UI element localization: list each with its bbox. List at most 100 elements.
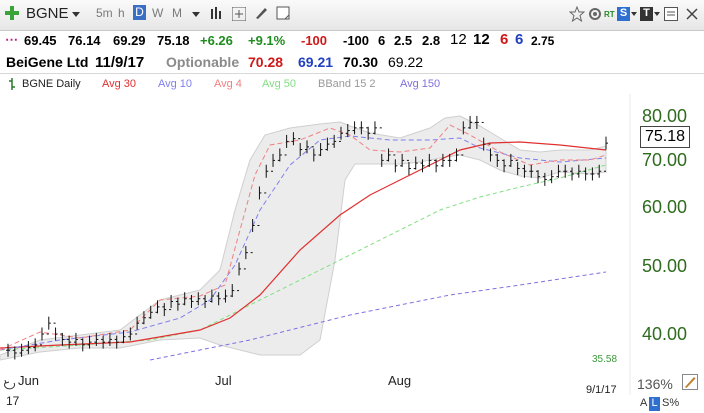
price-bar — [237, 262, 242, 292]
note-icon[interactable] — [276, 6, 290, 20]
timeframe-dropdown-icon[interactable] — [192, 12, 200, 17]
month-aug: Aug — [388, 373, 412, 388]
price-bar — [189, 294, 194, 308]
price-bar — [372, 121, 377, 135]
price-bar — [434, 159, 439, 173]
price-bar — [488, 143, 493, 162]
log-scale-button[interactable]: L — [649, 397, 660, 411]
price-bar — [73, 332, 78, 346]
price-bar — [427, 153, 432, 167]
footer-left-mark: 17 — [6, 394, 20, 408]
symbol-field[interactable]: BGNE — [26, 5, 69, 22]
timeframe-m[interactable]: M — [172, 6, 182, 20]
price-bar — [481, 121, 486, 151]
timeframe-h[interactable]: h — [118, 6, 125, 20]
draw-pencil-icon[interactable] — [254, 6, 268, 20]
price-bar — [175, 297, 180, 311]
month-jun: Jun — [18, 373, 39, 388]
price-bar — [271, 153, 276, 172]
percent-scale-button[interactable]: S% — [662, 397, 680, 409]
price-bar — [400, 153, 405, 167]
quote-n10: 2.75 — [531, 34, 555, 48]
price-tick-50: 50.00 — [642, 256, 688, 276]
window-menu-icon[interactable] — [664, 7, 678, 21]
t-chevron-icon[interactable] — [654, 12, 660, 16]
price-bar — [128, 327, 133, 341]
price-bar — [12, 346, 17, 360]
price-bar — [216, 292, 221, 306]
price-bar — [542, 172, 547, 186]
price-bar — [135, 316, 140, 335]
price-bar — [141, 311, 146, 325]
price-bar — [80, 338, 85, 352]
value-2: 69.21 — [298, 54, 334, 70]
close-icon[interactable] — [686, 8, 698, 20]
price-bar — [474, 115, 479, 129]
auto-scale-button[interactable]: A — [640, 397, 648, 409]
price-bar — [101, 335, 106, 349]
price-bar — [203, 294, 208, 308]
price-bar — [563, 164, 568, 178]
current-price-box: 75.18 — [640, 126, 690, 148]
legend-avg30[interactable]: Avg 30 — [102, 78, 137, 90]
price-bars — [6, 115, 608, 360]
quote-close: 75.18 — [157, 33, 190, 48]
price-tick-60: 60.00 — [642, 197, 688, 217]
price-bar — [250, 218, 255, 254]
quote-n6: 12 — [450, 31, 467, 48]
price-bar — [345, 124, 350, 138]
price-bar — [114, 335, 119, 349]
zoom-level[interactable]: 136% — [637, 376, 673, 392]
chevron-down-icon[interactable] — [72, 12, 80, 17]
legend-avg50[interactable]: Avg 50 — [262, 78, 297, 90]
legend-avg10[interactable]: Avg 10 — [158, 78, 193, 90]
rt-badge[interactable]: RT — [604, 10, 615, 19]
price-bar — [495, 153, 500, 167]
legend-avg4[interactable]: Avg 4 — [214, 78, 242, 90]
price-bar — [182, 292, 187, 306]
edit-pencil-icon[interactable] — [682, 374, 698, 390]
price-bar — [583, 167, 588, 181]
price-bar — [94, 332, 99, 346]
chart-refresh-icon[interactable] — [4, 380, 16, 390]
price-bar — [305, 140, 309, 154]
price-bar — [502, 159, 507, 173]
min-price-label: 35.58 — [592, 354, 618, 365]
price-bar — [549, 170, 554, 184]
timeframe-5m[interactable]: 5m — [96, 6, 113, 20]
price-bar — [413, 156, 418, 170]
price-bar — [570, 167, 575, 181]
add-symbol-icon[interactable] — [5, 6, 19, 20]
legend-daily[interactable]: BGNE Daily — [22, 78, 81, 90]
bar-style-icon — [9, 78, 15, 90]
company-name: BeiGene Ltd — [6, 54, 89, 70]
quote-row: ⋯ 69.45 76.14 69.29 75.18 +6.26 +9.1% -1… — [0, 30, 704, 50]
price-bar — [46, 316, 51, 335]
s-chevron-icon[interactable] — [631, 12, 637, 16]
legend-avg150[interactable]: Avg 150 — [400, 78, 441, 90]
bar-chart-icon[interactable] — [210, 7, 222, 21]
price-bar — [87, 335, 92, 349]
quote-n3: 6 — [378, 33, 386, 48]
quote-n2: -100 — [343, 33, 370, 48]
legend-bband[interactable]: BBand 15 2 — [318, 78, 376, 90]
timeframe-d-active[interactable]: D — [133, 5, 146, 20]
add-indicator-icon[interactable] — [232, 7, 246, 21]
timeframe-w[interactable]: W — [152, 6, 164, 20]
price-bar — [169, 294, 174, 311]
settings-gear-icon[interactable] — [588, 7, 602, 21]
t-badge[interactable]: T — [640, 7, 653, 21]
price-bar — [332, 134, 337, 148]
price-bar — [257, 186, 262, 226]
price-bar — [576, 164, 581, 178]
price-bar — [162, 303, 167, 317]
value-1: 70.28 — [248, 54, 284, 70]
quote-menu-dots[interactable]: ⋯ — [5, 32, 18, 47]
price-bar — [209, 289, 214, 303]
price-bar — [366, 126, 371, 140]
price-bar — [536, 170, 541, 184]
s-badge[interactable]: S — [617, 7, 630, 21]
price-bar — [60, 332, 65, 346]
star-icon[interactable] — [569, 6, 585, 22]
